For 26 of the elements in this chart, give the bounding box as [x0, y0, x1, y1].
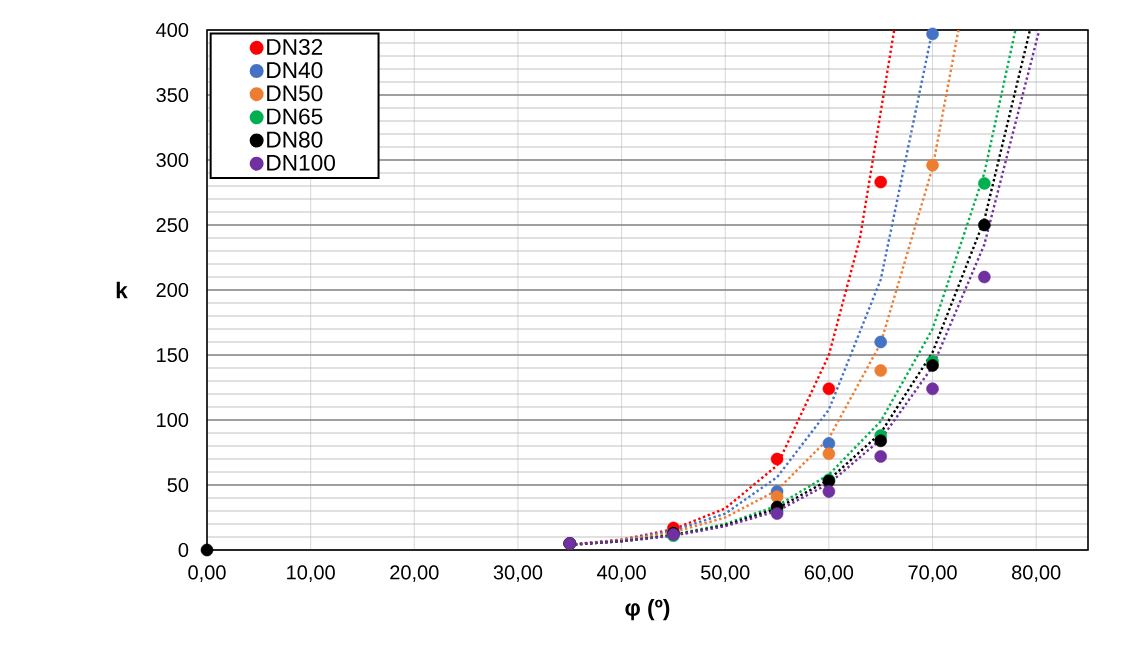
legend-label: DN50	[267, 85, 323, 102]
y-tick-label: 200	[156, 282, 189, 298]
legend-label: DN65	[267, 108, 323, 125]
y-axis-title: k	[116, 281, 128, 299]
x-tick-label: 70,00	[908, 565, 957, 582]
y-tick-label: 350	[156, 87, 189, 103]
x-tick-label: 0,00	[188, 565, 226, 582]
x-tick-label: 80,00	[1012, 565, 1061, 582]
y-tick-label: 400	[156, 22, 189, 38]
legend-label: DN80	[267, 131, 323, 148]
x-tick-label: 50,00	[701, 565, 750, 582]
legend-label: DN32	[267, 38, 323, 55]
x-tick-label: 20,00	[390, 565, 439, 582]
y-tick-label: 300	[156, 152, 189, 168]
y-tick-label: 0	[178, 542, 189, 558]
y-tick-label: 250	[156, 217, 189, 233]
y-tick-label: 50	[167, 477, 189, 493]
y-tick-label: 100	[157, 412, 189, 428]
x-tick-label: 30,00	[493, 565, 543, 582]
x-tick-label: 60,00	[804, 565, 854, 582]
legend-label: DN40	[267, 62, 323, 79]
x-tick-label: 10,00	[287, 565, 335, 582]
legend-label: DN100	[267, 154, 335, 171]
x-tick-label: 40,00	[597, 565, 646, 582]
y-tick-label: 150	[157, 347, 189, 363]
x-axis-title: φ (º)	[625, 599, 670, 621]
